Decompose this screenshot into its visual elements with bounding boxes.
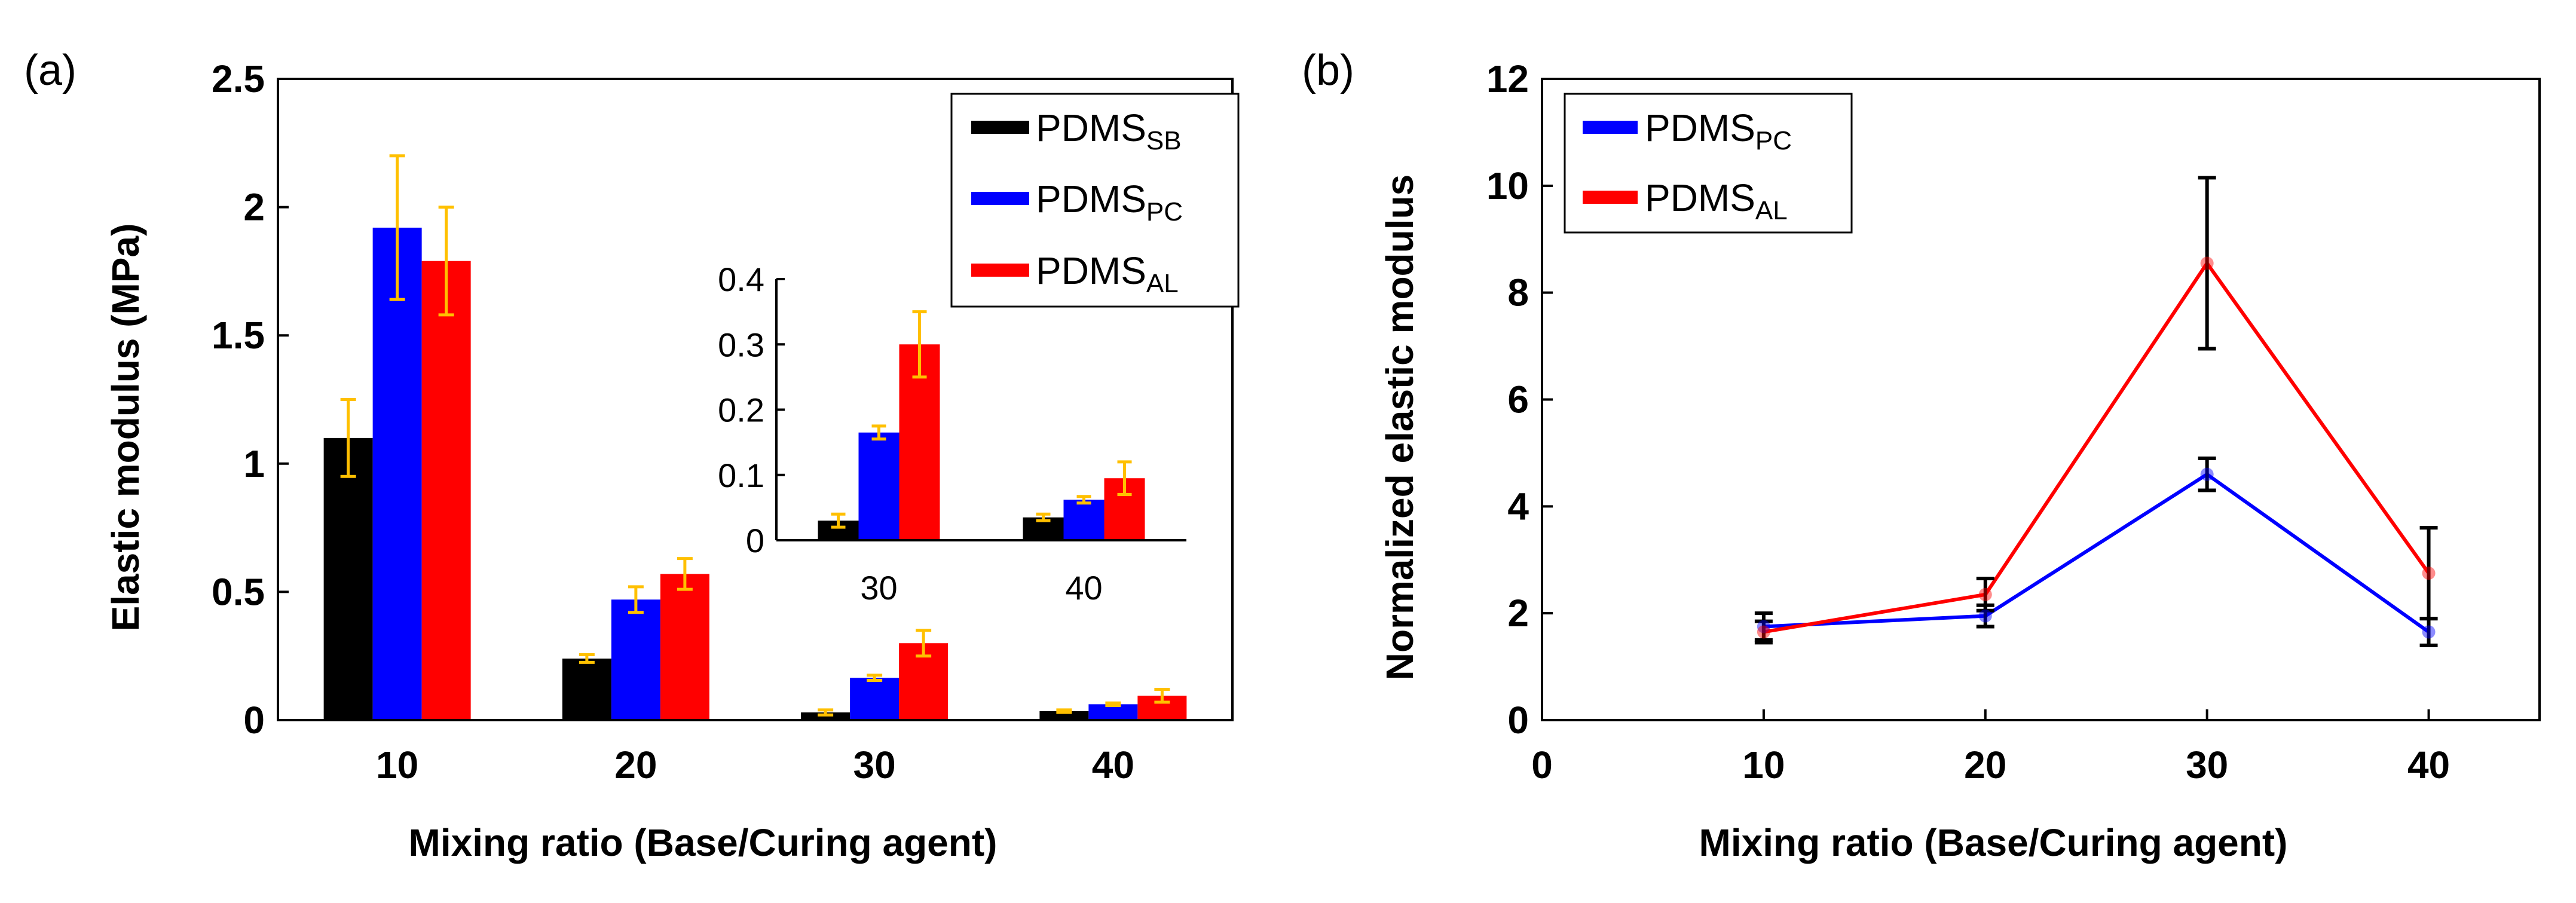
panel-b-ylabel: Normalized elastic modulus [1378, 175, 1421, 680]
in-ytick-label-0: 0 [746, 522, 764, 559]
panel-a-bars [323, 227, 1187, 720]
a-xtick-label-1: 20 [614, 743, 657, 786]
b-ytick-label-2: 4 [1507, 485, 1529, 528]
legend-label-pc: PDMSPC [1036, 177, 1183, 226]
panel-a-y-ticks: 0 0.5 1 1.5 2 2.5 [212, 57, 289, 742]
panel-b-xlabel: Mixing ratio (Base/Curing agent) [1699, 821, 2288, 864]
in-xtick-label-1: 40 [1065, 569, 1102, 607]
b-xtick-label-0: 0 [1531, 743, 1553, 786]
a-bar-sb-20 [562, 658, 611, 720]
legend-entry-sb: PDMSSB [971, 106, 1182, 155]
panel-a-xlabel: Mixing ratio (Base/Curing agent) [409, 821, 998, 864]
panel-a-legend: PDMSSB PDMSPC PDMSAL [950, 93, 1240, 308]
a-bar-sb-10 [323, 437, 373, 720]
a-ytick-label-4: 2 [243, 186, 265, 229]
legend-b-entry-al: PDMSAL [1583, 176, 1788, 225]
legend-entry-pc: PDMSPC [971, 177, 1183, 226]
legend-box-b [1564, 93, 1853, 234]
panel-b-lines [1763, 260, 2430, 634]
legend-entry-al: PDMSAL [971, 249, 1179, 298]
inset-bars [818, 344, 1145, 540]
in-xtick-label-0: 30 [860, 569, 897, 607]
a-bar-al-10 [421, 261, 471, 720]
b-point-pc-10 [1757, 620, 1770, 633]
panel-a-inset: 0 0.1 0.2 0.3 0.4 30 40 [718, 261, 1186, 607]
inset-error-bars [831, 310, 1132, 529]
legend-label-sb: PDMSSB [1036, 106, 1182, 155]
panel-b: (b) Normalized elastic modulus Mixing ra… [1302, 47, 2541, 864]
panel-a-label: (a) [24, 47, 77, 94]
in-bar-pc-40 [1063, 500, 1105, 540]
in-ytick-label-4: 0.4 [718, 261, 764, 298]
a-bar-sb-40 [1039, 711, 1089, 720]
panel-b-legend: PDMSPC PDMSAL [1564, 93, 1853, 234]
a-xtick-label-3: 40 [1092, 743, 1134, 786]
legend-b-label-al: PDMSAL [1645, 176, 1788, 225]
b-ytick-label-0: 0 [1507, 699, 1529, 742]
a-xtick-label-2: 30 [853, 743, 896, 786]
a-ytick-label-0: 0 [243, 699, 265, 742]
panel-a-plot-frame [277, 78, 1234, 721]
inset-x-ticks: 30 40 [860, 569, 1102, 607]
b-xtick-label-3: 30 [2186, 743, 2228, 786]
b-ytick-label-6: 12 [1486, 57, 1529, 100]
a-ytick-label-5: 2.5 [212, 57, 265, 100]
a-bar-pc-10 [372, 227, 422, 720]
a-ytick-label-3: 1.5 [212, 314, 265, 357]
b-xtick-label-2: 20 [1964, 743, 2006, 786]
in-bar-pc-30 [858, 432, 900, 540]
b-point-al-20 [1978, 587, 1992, 601]
legend-b-entry-pc: PDMSPC [1583, 106, 1792, 155]
b-point-pc-40 [2422, 625, 2436, 639]
a-bar-pc-20 [611, 599, 660, 720]
panel-b-x-ticks: 0 10 20 30 40 [1531, 709, 2450, 786]
a-bar-pc-30 [850, 678, 900, 720]
legend-b-label-pc: PDMSPC [1645, 106, 1792, 155]
b-point-al-30 [2200, 256, 2214, 270]
b-point-pc-20 [1978, 609, 1992, 623]
b-point-al-10 [1757, 625, 1770, 639]
panel-a-ylabel: Elastic modulus (MPa) [104, 224, 147, 632]
b-xtick-label-1: 10 [1742, 743, 1785, 786]
panel-b-plot-frame [1541, 78, 2541, 721]
b-ytick-label-4: 8 [1507, 271, 1529, 314]
panel-b-y-ticks: 0 2 4 6 8 10 12 [1486, 57, 1553, 742]
b-xtick-label-4: 40 [2407, 743, 2450, 786]
panel-a-x-ticks: 10 20 30 40 [376, 743, 1134, 786]
b-line-pc [1763, 472, 2430, 633]
a-bar-al-20 [660, 574, 709, 720]
inset-y-ticks: 0 0.1 0.2 0.3 0.4 [718, 261, 785, 559]
in-ytick-label-3: 0.3 [718, 326, 764, 363]
b-ytick-label-5: 10 [1486, 164, 1529, 207]
panel-a: (a) Elastic modulus (MPa) Mixing ratio (… [24, 47, 1240, 864]
b-point-pc-30 [2200, 467, 2214, 481]
panel-b-error-bars [1754, 176, 2438, 647]
legend-label-al: PDMSAL [1036, 249, 1179, 298]
panel-a-error-bars [340, 154, 1170, 717]
b-line-al [1763, 260, 2430, 634]
in-ytick-label-2: 0.2 [718, 391, 764, 429]
b-ytick-label-1: 2 [1507, 592, 1529, 635]
b-point-al-40 [2422, 567, 2436, 580]
a-xtick-label-0: 10 [376, 743, 418, 786]
a-ytick-label-1: 0.5 [212, 570, 265, 613]
panel-b-label: (b) [1302, 47, 1354, 94]
in-ytick-label-1: 0.1 [718, 457, 764, 494]
panel-b-points [1757, 256, 2436, 639]
b-ytick-label-3: 6 [1507, 378, 1529, 421]
a-ytick-label-2: 1 [243, 442, 265, 485]
